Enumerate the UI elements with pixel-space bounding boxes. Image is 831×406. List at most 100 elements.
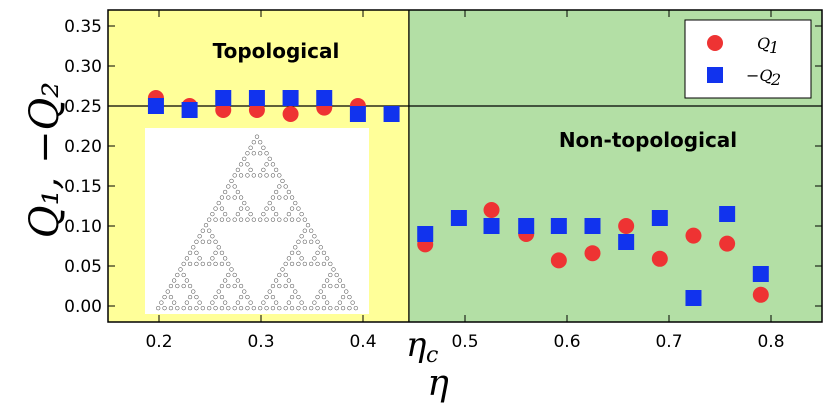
point-q2	[618, 234, 635, 250]
inset-site	[296, 294, 301, 300]
inset-site	[254, 134, 260, 139]
inset-site	[267, 156, 272, 161]
inset-site	[258, 140, 263, 145]
inset-site	[283, 306, 288, 311]
inset-site	[184, 256, 190, 261]
inset-site	[261, 300, 266, 305]
inset-site	[242, 156, 247, 161]
inset-site	[187, 250, 193, 255]
inset-background	[145, 128, 369, 314]
inset-site	[289, 261, 295, 267]
inset-site	[184, 300, 190, 305]
inset-site	[283, 217, 288, 222]
inset-site	[331, 267, 336, 272]
inset-site	[315, 261, 320, 267]
inset-site	[235, 211, 241, 217]
inset-site	[270, 173, 276, 178]
inset-site	[340, 283, 346, 289]
y-tick-label: 0.35	[64, 17, 102, 37]
inset-site	[299, 234, 304, 239]
inset-site	[340, 294, 346, 300]
inset-site	[226, 217, 231, 222]
inset-site	[245, 294, 250, 300]
y-tick-label: 0.25	[64, 97, 102, 117]
inset-site	[216, 245, 221, 250]
inset-site	[203, 223, 209, 228]
point-q2	[215, 90, 232, 106]
inset-site	[191, 289, 196, 294]
legend-subscript-q2: 2	[770, 70, 781, 89]
inset-site	[273, 189, 279, 195]
point-q1	[685, 227, 702, 244]
inset-site	[273, 278, 279, 283]
inset-site	[337, 278, 343, 283]
inset-site	[264, 294, 269, 300]
inset-site	[235, 189, 241, 195]
inset-site	[315, 306, 320, 311]
inset-site	[277, 173, 282, 178]
x-tick-label: 0.7	[655, 332, 682, 352]
inset-site	[289, 306, 295, 311]
inset-site	[238, 173, 244, 178]
point-q2	[282, 90, 299, 106]
inset-site	[248, 211, 253, 217]
inset-site	[200, 261, 205, 267]
inset-site	[187, 283, 193, 289]
y-tick-label: 0.00	[64, 297, 102, 317]
inset-site	[296, 306, 301, 311]
inset-site	[321, 306, 327, 311]
x-tick-label: 0.2	[145, 332, 172, 352]
point-q2	[584, 218, 601, 234]
inset-site	[159, 300, 164, 305]
inset-site	[232, 173, 237, 178]
inset-site	[283, 272, 288, 278]
inset-site	[270, 294, 276, 300]
inset-site	[270, 195, 276, 200]
inset-site	[162, 294, 167, 300]
inset-site	[334, 283, 339, 289]
inset-site	[200, 239, 205, 244]
inset-site	[162, 306, 167, 311]
inset-site	[280, 178, 285, 184]
point-q1	[752, 286, 769, 303]
inset-site	[238, 206, 244, 211]
inset-site	[232, 283, 237, 289]
legend: Q 1 −Q 2	[684, 19, 812, 99]
point-q1	[584, 245, 601, 262]
inset-site	[258, 173, 263, 178]
inset-site	[289, 294, 295, 300]
inset-site	[347, 306, 352, 311]
inset-site	[181, 261, 186, 267]
inset-site	[340, 306, 346, 311]
inset-site	[264, 306, 269, 311]
inset-site	[232, 272, 237, 278]
inset-site	[315, 239, 320, 244]
inset-site	[286, 189, 292, 195]
inset-site	[321, 261, 327, 267]
inset-site	[194, 306, 199, 311]
inset-site	[248, 167, 253, 173]
inset-site	[264, 217, 269, 222]
inset-site	[312, 234, 317, 239]
y-axis-label-text: Q₁, −Q₂	[22, 82, 68, 239]
inset-site	[251, 151, 256, 156]
inset-site	[299, 256, 304, 261]
point-q2	[181, 102, 198, 118]
inset-site	[187, 294, 193, 300]
inset-site	[264, 162, 269, 167]
inset-site	[283, 283, 288, 289]
inset-site	[309, 239, 314, 244]
inset-site	[305, 223, 311, 228]
region-label-non-topological: Non-topological	[559, 128, 737, 152]
inset-site	[299, 300, 304, 305]
inset-site	[267, 289, 272, 294]
inset-site	[337, 300, 343, 305]
inset-site	[286, 211, 292, 217]
inset-site	[238, 294, 244, 300]
inset-site	[347, 294, 352, 300]
inset-site	[194, 239, 199, 244]
inset-site	[156, 306, 161, 311]
region-label-topological: Topological	[213, 39, 340, 63]
inset-site	[302, 228, 307, 233]
inset-site	[270, 283, 276, 289]
